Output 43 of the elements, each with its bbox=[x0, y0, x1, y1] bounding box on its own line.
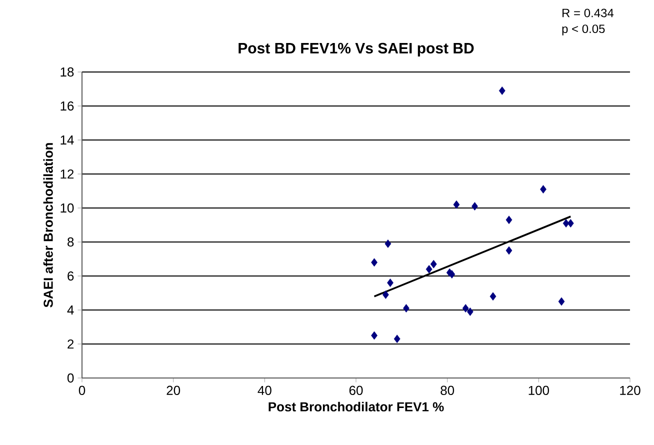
point bbox=[382, 290, 389, 299]
y-tick-label: 10 bbox=[60, 203, 74, 213]
y-tick-label: 16 bbox=[60, 101, 74, 111]
point bbox=[466, 308, 474, 316]
point bbox=[430, 260, 437, 268]
y-tick-label: 0 bbox=[67, 373, 74, 383]
point bbox=[506, 216, 512, 224]
x-axis-title: Post Bronchodilator FEV1 % bbox=[268, 402, 444, 412]
point bbox=[498, 86, 506, 95]
y-tick-label: 14 bbox=[60, 136, 74, 144]
point bbox=[426, 265, 432, 274]
y-tick-label: 4 bbox=[67, 306, 74, 314]
text: p < 0.05 bbox=[562, 24, 605, 36]
x-tick-label: 20 bbox=[166, 386, 180, 396]
point bbox=[371, 331, 378, 340]
point bbox=[490, 292, 496, 301]
x-tick-label: 0 bbox=[78, 386, 86, 396]
point bbox=[384, 240, 392, 248]
chart-title: Post BD FEV1% Vs SAEI post BD bbox=[238, 42, 474, 56]
point bbox=[394, 334, 400, 344]
y-tick-label: 12 bbox=[60, 169, 74, 179]
x-tick-label: 80 bbox=[440, 386, 454, 396]
point bbox=[567, 219, 574, 228]
y-tick-label: 8 bbox=[68, 237, 74, 247]
y-axis-title: SAEI after Bronchodilation bbox=[43, 143, 53, 308]
point bbox=[453, 200, 460, 209]
point bbox=[371, 258, 378, 267]
point bbox=[403, 304, 410, 312]
x-tick-label: 40 bbox=[258, 386, 272, 396]
point bbox=[472, 202, 478, 210]
point bbox=[462, 304, 469, 312]
point bbox=[387, 278, 394, 287]
point bbox=[506, 246, 512, 255]
x-tick-label: 100 bbox=[528, 386, 550, 396]
x-tick-label: 60 bbox=[349, 386, 363, 396]
y-tick-label: 6 bbox=[68, 271, 74, 281]
point bbox=[540, 185, 546, 194]
y-tick-label: 2 bbox=[68, 339, 74, 349]
point bbox=[562, 219, 570, 228]
y-tick-label: 18 bbox=[60, 67, 74, 77]
x-tick-label: 120 bbox=[620, 386, 640, 396]
text: R = 0.434 bbox=[562, 8, 614, 18]
point bbox=[558, 297, 565, 306]
